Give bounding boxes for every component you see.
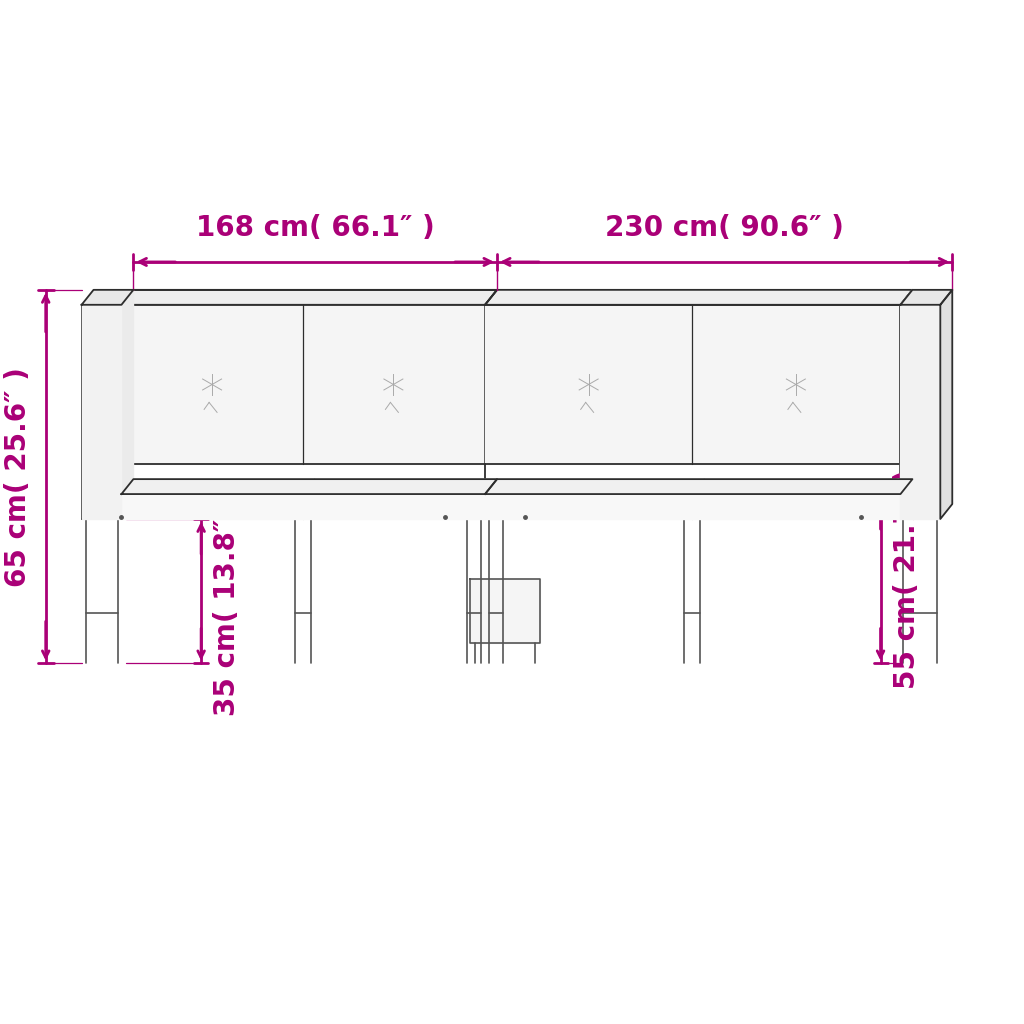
Polygon shape xyxy=(122,290,497,305)
Text: 55 cm( 21.7″ ): 55 cm( 21.7″ ) xyxy=(893,469,921,688)
Polygon shape xyxy=(485,494,900,519)
Text: 230 cm( 90.6″ ): 230 cm( 90.6″ ) xyxy=(605,214,844,242)
Polygon shape xyxy=(93,290,133,504)
Polygon shape xyxy=(82,305,122,519)
Text: 35 cm( 13.8″ ): 35 cm( 13.8″ ) xyxy=(213,497,241,716)
Text: 168 cm( 66.1″ ): 168 cm( 66.1″ ) xyxy=(196,214,434,242)
Polygon shape xyxy=(940,290,952,519)
Polygon shape xyxy=(122,479,497,494)
Polygon shape xyxy=(485,290,912,305)
Polygon shape xyxy=(122,450,497,464)
Polygon shape xyxy=(122,494,485,519)
Polygon shape xyxy=(485,479,912,494)
Polygon shape xyxy=(122,305,485,464)
Polygon shape xyxy=(470,579,540,643)
Polygon shape xyxy=(900,305,940,519)
Polygon shape xyxy=(82,290,133,305)
Polygon shape xyxy=(485,305,900,464)
Text: 65 cm( 25.6″ ): 65 cm( 25.6″ ) xyxy=(4,367,32,587)
Polygon shape xyxy=(900,290,952,305)
